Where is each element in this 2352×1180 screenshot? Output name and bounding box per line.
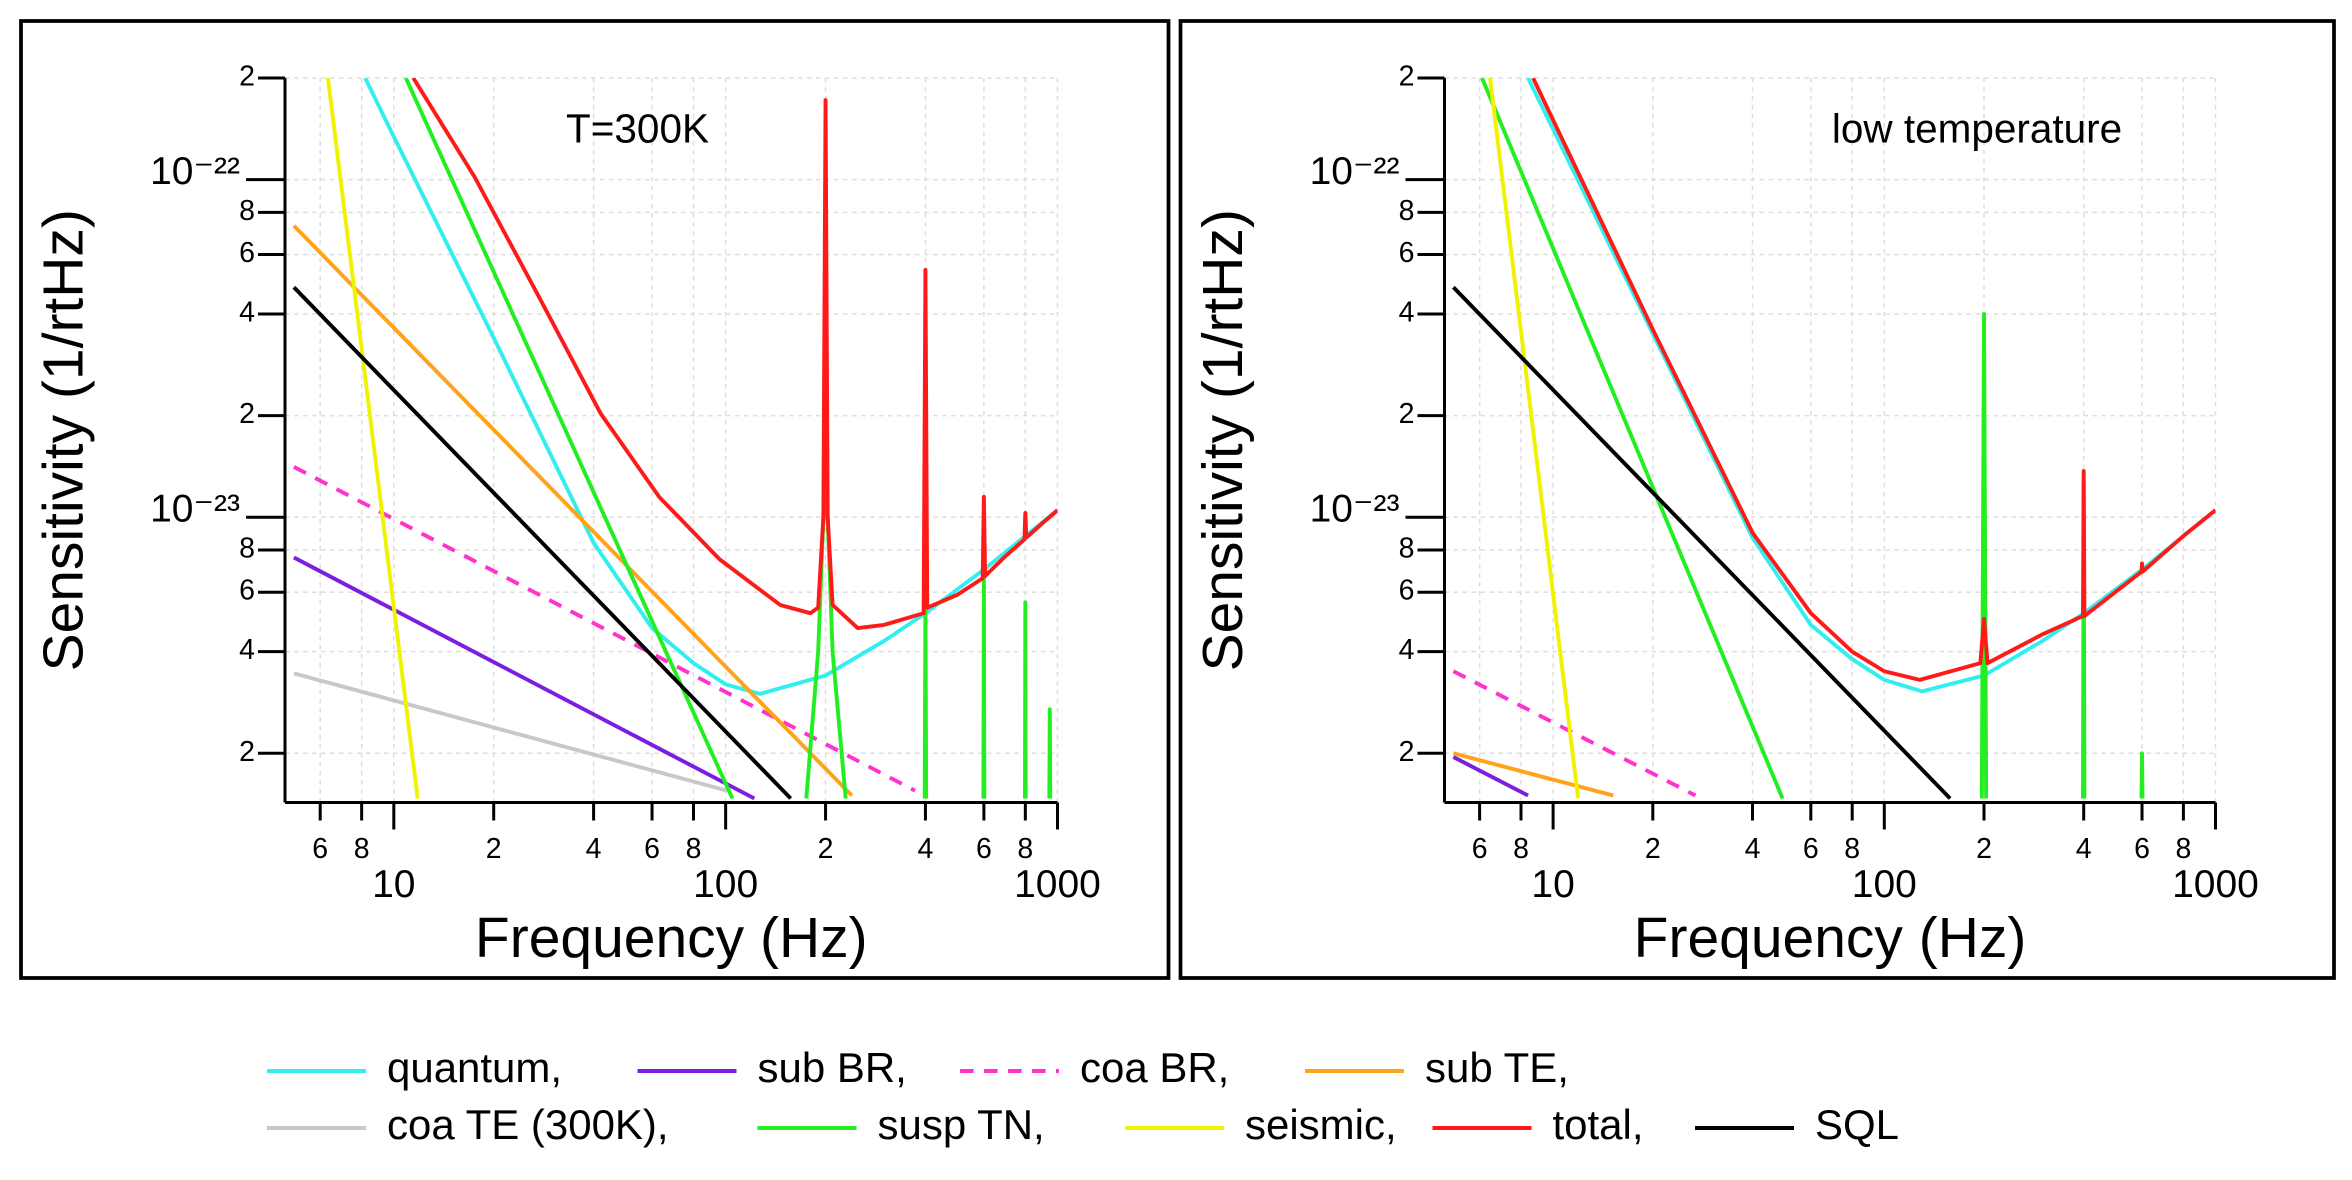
- y-tick-label: 8: [1399, 195, 1415, 227]
- x-axis-label: Frequency (Hz): [1634, 906, 2027, 970]
- y-tick-label: 10⁻²³: [150, 488, 240, 531]
- series-line: [363, 77, 1058, 696]
- series-line: [1488, 77, 1581, 799]
- plot-area: [1451, 77, 2216, 800]
- x-tick-label: 100: [693, 863, 758, 906]
- x-tick-label: 10: [372, 863, 415, 906]
- y-tick-label: 6: [1399, 575, 1415, 607]
- y-tick-label: 2: [239, 736, 255, 768]
- legend-label: sub BR,: [758, 1044, 907, 1091]
- x-tick-label: 8: [686, 833, 702, 865]
- legend-label: SQL: [1815, 1101, 1899, 1148]
- y-tick-label: 10⁻²²: [1310, 150, 1400, 193]
- y-tick-label: 4: [239, 297, 255, 329]
- y-axis-label: Sensitivity (1/rtHz): [1191, 209, 1255, 671]
- x-tick-label: 6: [1472, 833, 1488, 865]
- x-tick-label: 8: [2175, 833, 2191, 865]
- series-line: [1526, 77, 2216, 694]
- y-tick-label: 4: [239, 634, 255, 666]
- x-tick-label: 8: [354, 833, 370, 865]
- y-tick-label: 4: [1399, 297, 1415, 329]
- series-line: [1531, 77, 2216, 682]
- x-axis-label: Frequency (Hz): [475, 906, 868, 970]
- x-tick-label: 4: [2076, 833, 2092, 865]
- x-tick-label: 8: [1844, 833, 1860, 865]
- series-line: [411, 77, 1058, 630]
- x-tick-label: 4: [918, 833, 934, 865]
- series-line: [1451, 285, 1952, 800]
- y-tick-label: 2: [1399, 398, 1415, 430]
- y-tick-label: 2: [239, 398, 255, 430]
- x-tick-label: 4: [1745, 833, 1761, 865]
- x-tick-label: 4: [586, 833, 602, 865]
- x-tick-label: 6: [1803, 833, 1819, 865]
- legend-label: sub TE,: [1425, 1044, 1569, 1091]
- x-tick-label: 6: [312, 833, 328, 865]
- legend-label: quantum,: [387, 1044, 562, 1091]
- x-tick-label: 6: [976, 833, 992, 865]
- y-tick-label: 6: [239, 575, 255, 607]
- legend-label: seismic,: [1245, 1101, 1397, 1148]
- plot-area: [292, 77, 1058, 801]
- series-line: [292, 285, 793, 800]
- legend-label: coa TE (300K),: [387, 1101, 669, 1148]
- x-tick-label: 1000: [2172, 863, 2259, 906]
- y-tick-label: 8: [1399, 533, 1415, 565]
- y-tick-label: 2: [1399, 61, 1415, 93]
- x-tick-label: 6: [2134, 833, 2150, 865]
- annotation: T=300K: [566, 106, 709, 152]
- panel-frame: [19, 19, 1171, 980]
- x-tick-label: 8: [1513, 833, 1529, 865]
- x-tick-label: 10: [1531, 863, 1574, 906]
- series-line: [325, 77, 420, 799]
- series-line: [292, 224, 854, 797]
- series-line: [1452, 751, 1614, 798]
- x-tick-label: 2: [1976, 833, 1992, 865]
- panel-frame: [1178, 19, 2336, 980]
- x-tick-label: 6: [644, 833, 660, 865]
- y-tick-label: 2: [1399, 736, 1415, 768]
- annotation: low temperature: [1832, 106, 2122, 152]
- x-tick-label: 2: [818, 833, 834, 865]
- y-tick-label: 6: [239, 237, 255, 269]
- x-tick-label: 100: [1852, 863, 1917, 906]
- y-tick-label: 10⁻²³: [1310, 488, 1400, 531]
- x-tick-label: 2: [1645, 833, 1661, 865]
- y-tick-label: 8: [239, 533, 255, 565]
- legend-label: total,: [1552, 1101, 1643, 1148]
- legend-label: susp TN,: [878, 1101, 1045, 1148]
- y-tick-label: 6: [1399, 237, 1415, 269]
- y-tick-label: 8: [239, 195, 255, 227]
- series-line: [293, 555, 756, 801]
- y-axis-label: Sensitivity (1/rtHz): [32, 209, 96, 671]
- series-line: [1480, 77, 2145, 800]
- y-tick-label: 10⁻²²: [150, 150, 240, 193]
- series-line: [293, 671, 728, 793]
- y-tick-label: 2: [239, 61, 255, 93]
- series-line: [1452, 669, 1697, 798]
- x-tick-label: 8: [1017, 833, 1033, 865]
- legend-label: coa BR,: [1080, 1044, 1229, 1091]
- x-tick-label: 2: [486, 833, 502, 865]
- y-tick-label: 4: [1399, 634, 1415, 666]
- series-line: [1452, 755, 1529, 798]
- x-tick-label: 1000: [1014, 863, 1101, 906]
